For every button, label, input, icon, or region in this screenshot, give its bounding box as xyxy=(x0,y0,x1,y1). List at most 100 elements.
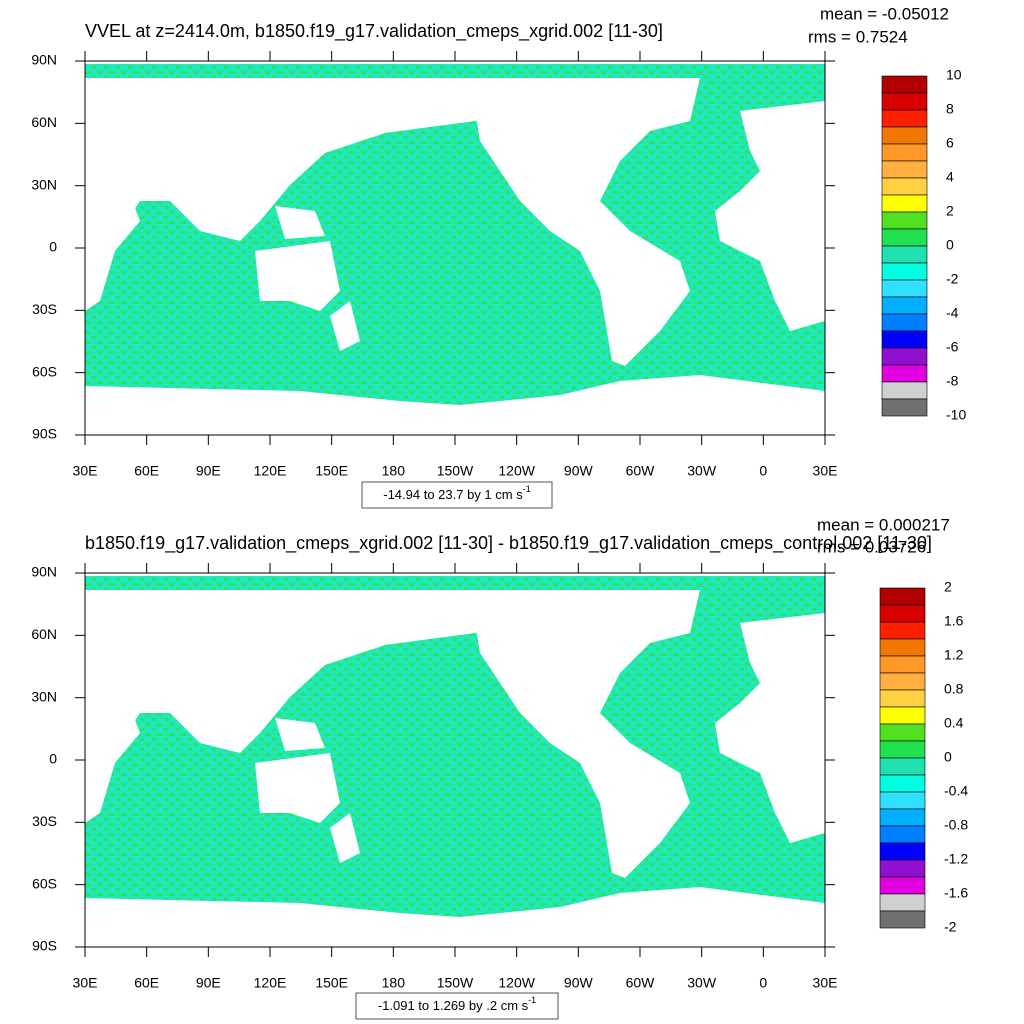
x-tick-label: 0 xyxy=(759,463,767,479)
range-label: -14.94 to 23.7 by 1 cm s-1 xyxy=(383,484,530,502)
range-text: -1.091 to 1.269 by .2 cm s xyxy=(378,998,529,1013)
colorbar-label: 0.8 xyxy=(944,681,964,697)
colorbar-box xyxy=(879,740,926,759)
range-label: -1.091 to 1.269 by .2 cm s-1 xyxy=(378,995,536,1013)
colorbar-box xyxy=(881,364,928,383)
rms-stat: rms = 0.7524 xyxy=(808,27,908,46)
colorbar-label: 1.6 xyxy=(944,613,964,629)
map-field xyxy=(85,573,825,947)
colorbar-label: 6 xyxy=(946,135,954,151)
colorbar-label: -0.4 xyxy=(944,783,968,799)
colorbar-label: -2 xyxy=(944,919,957,935)
x-tick-label: 150W xyxy=(437,975,474,991)
range-box xyxy=(361,481,553,509)
colorbar-box xyxy=(879,808,926,827)
panel-title: VVEL at z=2414.0m, b1850.f19_g17.validat… xyxy=(85,21,663,42)
colorbar-box xyxy=(881,381,928,400)
colorbar-box xyxy=(881,279,928,298)
y-tick-label: 90N xyxy=(31,52,57,68)
colorbar-box xyxy=(879,689,926,708)
panel: b1850.f19_g17.validation_cmeps_xgrid.002… xyxy=(31,515,968,1020)
x-tick-label: 30E xyxy=(813,463,838,479)
range-superscript: -1 xyxy=(528,995,536,1005)
colorbar-box xyxy=(879,893,926,912)
x-tick-label: 180 xyxy=(382,463,406,479)
y-tick-label: 30S xyxy=(32,301,57,317)
colorbar-box xyxy=(879,587,926,606)
map-field xyxy=(85,61,825,435)
colorbar-label: 0.4 xyxy=(944,715,964,731)
colorbar-box xyxy=(881,228,928,247)
range-superscript: -1 xyxy=(523,484,531,494)
colorbar-label: 2 xyxy=(944,579,952,595)
colorbar-box xyxy=(879,774,926,793)
colorbar-label: 1.2 xyxy=(944,647,964,663)
colorbar-box xyxy=(881,160,928,179)
y-tick-label: 90N xyxy=(31,564,57,580)
x-tick-label: 150W xyxy=(437,463,474,479)
x-tick-label: 0 xyxy=(759,975,767,991)
colorbar-box xyxy=(879,859,926,878)
panel: VVEL at z=2414.0m, b1850.f19_g17.validat… xyxy=(31,4,966,509)
x-tick-label: 30E xyxy=(813,975,838,991)
x-tick-label: 90E xyxy=(196,463,221,479)
colorbar-box xyxy=(879,825,926,844)
x-tick-label: 120W xyxy=(498,975,535,991)
colorbar-box xyxy=(879,655,926,674)
y-tick-label: 60N xyxy=(31,626,57,642)
x-tick-label: 120E xyxy=(254,463,287,479)
rms-stat: rms = 0.03726 xyxy=(817,537,926,556)
colorbar-box xyxy=(881,296,928,315)
colorbar-box xyxy=(879,706,926,725)
colorbar-label: 8 xyxy=(946,101,954,117)
colorbar-label: 0 xyxy=(944,749,952,765)
x-tick-label: 90E xyxy=(196,975,221,991)
colorbar-box xyxy=(881,75,928,94)
x-tick-label: 60W xyxy=(626,463,656,479)
colorbar-box xyxy=(881,143,928,162)
x-tick-label: 60E xyxy=(134,463,159,479)
colorbar-box xyxy=(881,126,928,145)
colorbar-label: 4 xyxy=(946,169,954,185)
colorbar-box xyxy=(881,330,928,349)
x-tick-label: 60W xyxy=(626,975,656,991)
colorbar-label: -1.6 xyxy=(944,885,968,901)
mean-stat: mean = -0.05012 xyxy=(820,4,949,23)
y-tick-label: 90S xyxy=(32,938,57,954)
colorbar-label: -8 xyxy=(946,373,959,389)
x-tick-label: 90W xyxy=(564,463,594,479)
x-tick-label: 30E xyxy=(73,975,98,991)
x-tick-label: 150E xyxy=(315,975,348,991)
colorbar-box xyxy=(881,398,928,417)
colorbar-label: -6 xyxy=(946,339,959,355)
colorbar-box xyxy=(879,638,926,657)
x-tick-label: 60E xyxy=(134,975,159,991)
colorbar-box xyxy=(879,672,926,691)
colorbar-box xyxy=(879,791,926,810)
y-tick-label: 60S xyxy=(32,875,57,891)
x-tick-label: 180 xyxy=(382,975,406,991)
colorbar-box xyxy=(881,262,928,281)
colorbar-box xyxy=(881,109,928,128)
x-tick-label: 90W xyxy=(564,975,594,991)
y-tick-label: 30N xyxy=(31,176,57,192)
y-tick-label: 60N xyxy=(31,114,57,130)
y-tick-label: 60S xyxy=(32,363,57,379)
colorbar-box xyxy=(881,211,928,230)
colorbar-box xyxy=(881,194,928,213)
colorbar-box xyxy=(881,92,928,111)
colorbar-box xyxy=(881,313,928,332)
y-tick-label: 0 xyxy=(49,751,57,767)
x-tick-label: 150E xyxy=(315,463,348,479)
mean-stat: mean = 0.000217 xyxy=(817,515,950,534)
y-tick-label: 30N xyxy=(31,688,57,704)
colorbar-box xyxy=(879,757,926,776)
colorbar-box xyxy=(881,177,928,196)
colorbar-box xyxy=(879,604,926,623)
colorbar-box xyxy=(879,876,926,895)
x-tick-label: 120E xyxy=(254,975,287,991)
range-text: -14.94 to 23.7 by 1 cm s xyxy=(383,487,523,502)
colorbar-box xyxy=(881,245,928,264)
